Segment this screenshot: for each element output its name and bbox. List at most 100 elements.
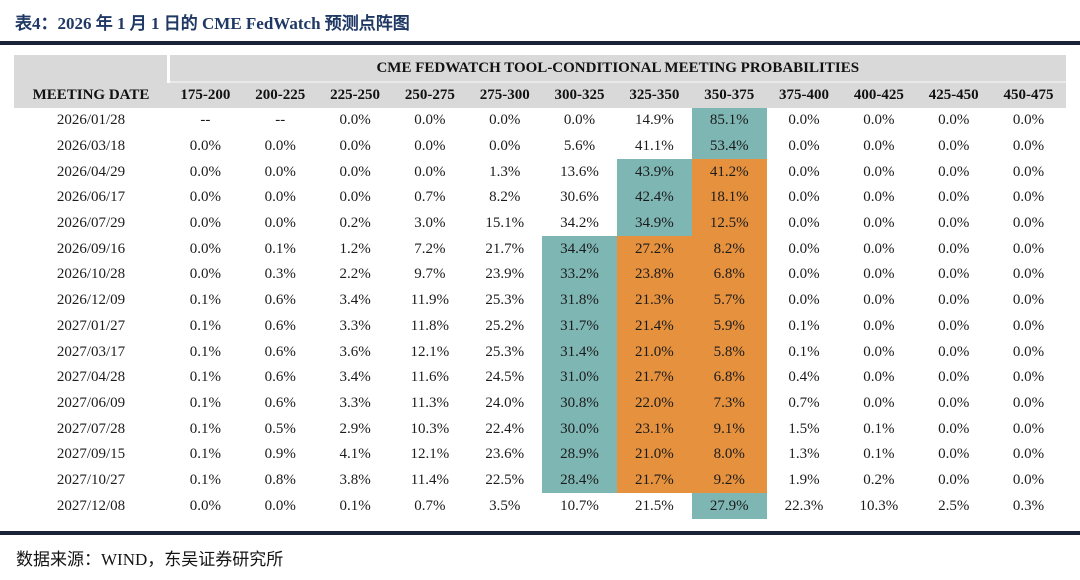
probability-cell: 30.8% (542, 390, 617, 417)
probability-cell: 14.9% (635, 112, 674, 129)
probability-cell: 11.8% (410, 317, 449, 334)
probability-cell: 22.0% (616, 390, 692, 417)
probability-cell: 0.8% (264, 471, 296, 488)
probability-cell: 3.6% (339, 343, 371, 360)
meeting-date-cell: 2026/09/16 (56, 240, 126, 257)
table-row: 2027/03/17 0.1% 0.6% 3.6% 12.1% 25.3% 31.4% 21.… (14, 339, 1066, 365)
meeting-date-cell: 2027/10/27 (56, 471, 126, 488)
probability-cell: 0.0% (264, 189, 296, 206)
probability-cell: 0.0% (863, 266, 895, 283)
probability-cell: 3.3% (339, 394, 371, 411)
probability-cell: 0.6% (264, 369, 296, 386)
probability-cell: 41.1% (635, 138, 674, 155)
probability-cell: 23.6% (485, 446, 525, 463)
column-header-row: MEETING DATE 175-200 200-225 225-250 250-27… (14, 82, 1066, 108)
probability-cell: 0.9% (264, 446, 296, 463)
probability-cell: 0.0% (788, 240, 820, 257)
probability-cell: 27.9% (691, 493, 767, 519)
probability-cell: 0.6% (264, 292, 296, 309)
probability-cell: 0.0% (788, 266, 820, 283)
probability-cell: 8.2% (691, 236, 767, 263)
table-row: 2027/12/08 0.0% 0.0% 0.1% 0.7% 3.5% 10.7% 21.5%… (14, 493, 1066, 519)
probability-cell: 8.0% (691, 441, 767, 468)
probability-cell: 21.4% (616, 313, 692, 340)
probability-cell: 0.0% (189, 215, 222, 232)
table-banner: CME FEDWATCH TOOL-CONDITIONAL MEETING PR… (168, 55, 1066, 83)
probability-cell: 0.7% (414, 189, 446, 206)
probability-cell: 0.1% (189, 471, 222, 488)
meeting-date-cell: 2027/01/27 (56, 317, 126, 334)
probability-cell: 0.0% (489, 138, 521, 155)
probability-cell: 0.0% (339, 163, 371, 180)
probability-cell: 27.2% (616, 236, 692, 263)
probability-cell: 0.1% (189, 317, 222, 334)
probability-cell: 10.3% (410, 420, 450, 437)
probability-cell: 1.5% (788, 420, 820, 437)
meeting-date-cell: 2026/06/17 (56, 189, 126, 206)
rate-range-header: 225-250 (317, 82, 393, 108)
probability-cell: 23.9% (485, 266, 525, 283)
probability-cell: 0.0% (264, 138, 296, 155)
probability-cell: 1.9% (788, 471, 820, 488)
probability-cell: 0.1% (189, 446, 222, 463)
probability-cell: 0.0% (938, 394, 970, 411)
table-row: 2027/04/28 0.1% 0.6% 3.4% 11.6% 24.5% 31.0% 21.… (14, 364, 1066, 391)
probability-cell: 0.0% (863, 215, 895, 232)
probability-cell: 0.1% (264, 240, 296, 257)
probability-cell: 1.3% (489, 163, 521, 180)
meeting-date-cell: 2026/12/09 (56, 292, 126, 309)
probability-cell: 0.0% (863, 394, 895, 411)
probability-cell: 21.0% (616, 339, 692, 365)
probability-cell: 11.9% (410, 292, 449, 309)
meeting-date-cell: 2026/01/28 (56, 112, 126, 129)
probability-cell: 21.0% (616, 441, 692, 468)
probability-cell: 0.0% (1012, 471, 1045, 488)
probability-cell: 3.3% (339, 317, 371, 334)
probability-cell: 43.9% (616, 159, 692, 186)
meeting-date-header: MEETING DATE (14, 82, 168, 108)
probability-cell: 0.0% (489, 112, 521, 129)
meeting-date-cell: 2027/12/08 (56, 497, 126, 514)
probability-cell: 21.7% (616, 467, 692, 494)
probability-cell: 0.0% (938, 446, 970, 463)
table-row: 2027/07/28 0.1% 0.5% 2.9% 10.3% 22.4% 30.0% 23.… (14, 416, 1066, 442)
meeting-date-cell: 2027/09/15 (56, 446, 126, 463)
table-row: 2027/01/27 0.1% 0.6% 3.3% 11.8% 25.2% 31.7% 21.… (14, 313, 1066, 340)
probability-cell: 41.2% (691, 159, 767, 186)
table-header: CME FEDWATCH TOOL-CONDITIONAL MEETING PR… (14, 55, 1066, 108)
probability-cell: -- (200, 112, 211, 129)
probability-cell: 12.1% (410, 446, 450, 463)
meeting-date-cell: 2026/04/29 (56, 163, 126, 180)
probability-cell: 2.9% (339, 420, 371, 437)
table-row: 2026/03/18 0.0% 0.0% 0.0% 0.0% 0.0% 5.6% 41.1% 5… (14, 133, 1066, 160)
meeting-date-cell: 2027/04/28 (56, 369, 126, 386)
probability-cell: 22.5% (485, 471, 525, 488)
probability-cell: 34.2% (560, 215, 599, 232)
fedwatch-probability-table: CME FEDWATCH TOOL-CONDITIONAL MEETING PR… (14, 55, 1066, 519)
probability-cell: 18.1% (691, 185, 767, 211)
probability-cell: 21.3% (616, 287, 692, 314)
probability-cell: 0.0% (938, 215, 970, 232)
probability-cell: 0.0% (938, 343, 970, 360)
probability-cell: 0.1% (189, 343, 222, 360)
probability-cell: 0.0% (339, 138, 371, 155)
probability-cell: 5.7% (691, 287, 767, 314)
probability-cell: 0.0% (1012, 163, 1045, 180)
probability-cell: 0.0% (788, 215, 820, 232)
probability-cell: 0.1% (189, 369, 222, 386)
rate-range-header: 375-400 (766, 82, 842, 108)
probability-cell: 0.0% (189, 163, 222, 180)
table-row: 2026/01/28 -- -- 0.0% 0.0% 0.0% 0.0% 14.9% 85.1%… (14, 108, 1066, 134)
probability-cell: 0.0% (189, 240, 222, 257)
rate-range-header: 250-275 (392, 82, 468, 108)
probability-cell: 0.0% (339, 112, 371, 129)
probability-cell: 0.0% (414, 112, 446, 129)
probability-cell: 0.2% (863, 471, 895, 488)
probability-cell: 3.8% (339, 471, 371, 488)
probability-cell: 7.2% (414, 240, 446, 257)
table-row: 2026/06/17 0.0% 0.0% 0.0% 0.7% 8.2% 30.6% 42.4%… (14, 185, 1066, 211)
probability-cell: 0.0% (1012, 394, 1045, 411)
probability-cell: 11.6% (410, 369, 449, 386)
probability-cell: 0.0% (863, 369, 895, 386)
